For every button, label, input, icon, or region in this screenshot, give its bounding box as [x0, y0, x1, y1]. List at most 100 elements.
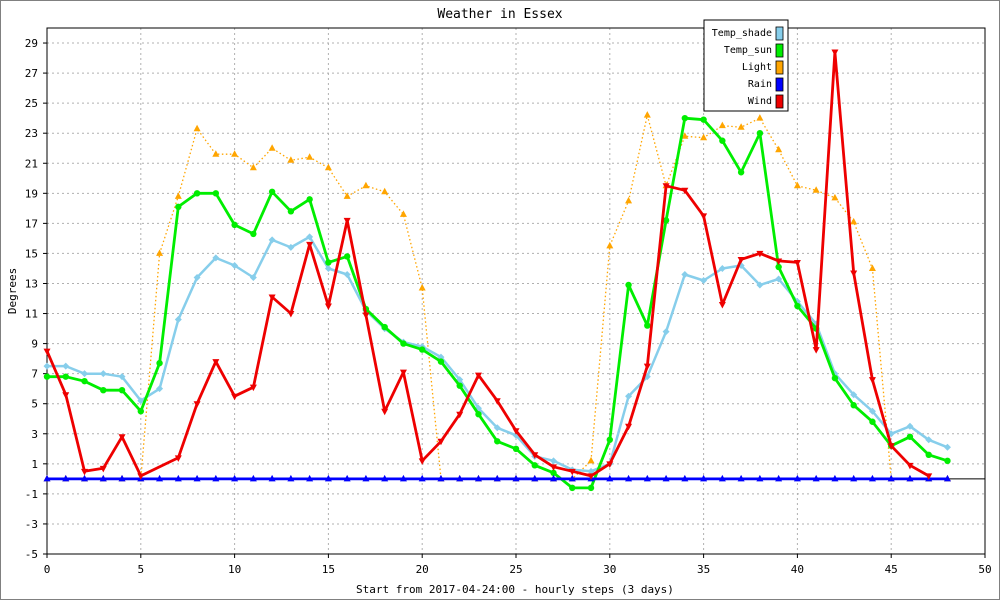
temp-shade-point	[212, 254, 220, 262]
temp-shade-point	[343, 270, 351, 278]
rain-point	[193, 474, 201, 482]
x-tick-label: 0	[44, 563, 51, 576]
series-temp-shade	[43, 233, 951, 475]
rain-point	[99, 474, 107, 482]
rain-point	[512, 474, 520, 482]
rain-point	[606, 474, 614, 482]
wind-point	[81, 468, 89, 476]
temp-sun-point	[906, 433, 914, 440]
light-point	[174, 192, 182, 199]
light-point	[737, 123, 745, 130]
legend-swatch-wind	[775, 94, 784, 109]
temp-sun-point	[587, 484, 595, 492]
temp-shade-point	[850, 391, 858, 399]
temp-sun-point	[925, 451, 932, 459]
temp-sun-point	[400, 340, 407, 347]
rain-point	[268, 474, 276, 482]
temp-shade-point	[268, 236, 276, 244]
temp-sun-point	[231, 221, 238, 229]
rain-point	[62, 474, 70, 482]
temp-shade-point	[231, 261, 239, 269]
series-lines	[43, 49, 951, 492]
light-point	[399, 210, 407, 217]
rain-point	[381, 474, 389, 482]
temp-sun-point	[944, 457, 951, 465]
rain-point	[868, 474, 876, 482]
rain-point	[831, 474, 839, 482]
rain-point	[850, 474, 858, 482]
chart-title: Weather in Essex	[437, 7, 562, 22]
light-point	[193, 124, 201, 132]
temp-sun-point	[850, 402, 857, 409]
legend-swatch-light	[775, 60, 784, 75]
temp-sun-point	[662, 217, 670, 224]
rain-point	[399, 474, 407, 482]
temp-sun-point	[306, 196, 313, 203]
wind-point	[174, 455, 182, 462]
y-tick-label: 23	[25, 127, 38, 140]
wind-point	[418, 458, 426, 465]
wind-point	[137, 473, 145, 480]
rain-point	[418, 474, 426, 482]
x-tick-label: 20	[416, 563, 429, 576]
wind-point	[306, 241, 314, 249]
light-point	[268, 144, 276, 151]
temp-sun-point	[62, 373, 69, 380]
x-axis-label: Start from 2017-04-24:00 - hourly steps …	[356, 583, 674, 596]
temp-shade-point	[625, 392, 633, 400]
y-tick-label: 3	[31, 428, 38, 441]
temp-shade-point	[868, 407, 876, 415]
y-tick-label: 9	[31, 338, 38, 351]
light-point	[850, 217, 858, 225]
legend-label-temp-shade: Temp_shade	[712, 28, 772, 39]
temp-sun-point	[794, 302, 801, 310]
wind-point	[381, 408, 389, 416]
x-tick-label: 10	[228, 563, 241, 576]
temp-sun-point	[268, 188, 276, 196]
temp-shade-point	[906, 422, 914, 430]
wind-point	[493, 398, 501, 405]
wind-point	[118, 434, 126, 441]
y-tick-label: 25	[25, 97, 38, 110]
temp-shade-point	[81, 370, 89, 378]
light-point	[868, 264, 876, 271]
y-tick-label: 29	[25, 37, 38, 50]
temp-sun-point	[625, 281, 632, 289]
wind-point	[437, 438, 445, 446]
x-tick-label: 45	[885, 563, 898, 576]
light-point	[306, 153, 314, 160]
temp-shade-point	[550, 457, 558, 465]
temp-shade-point	[43, 362, 51, 370]
temp-shade-point	[118, 373, 126, 381]
wind-point	[625, 423, 633, 431]
rain-point	[718, 474, 726, 482]
temp-shade-point	[156, 385, 164, 393]
light-point	[700, 133, 708, 141]
temp-shade-point	[493, 424, 501, 432]
wind-point	[868, 377, 876, 384]
wind-point	[793, 259, 801, 267]
wind-point	[193, 401, 201, 408]
rain-point	[249, 474, 257, 482]
temp-sun-point	[81, 377, 88, 385]
rain-point	[231, 474, 239, 482]
light-point	[756, 114, 764, 121]
temp-shade-point	[62, 362, 70, 370]
wind-point	[587, 473, 595, 480]
wind-point	[362, 312, 370, 320]
temp-sun-point	[212, 190, 220, 197]
temp-sun-point	[531, 462, 538, 469]
temp-sun-point	[175, 203, 182, 211]
temp-shade-point	[718, 264, 726, 272]
rain-point	[793, 474, 801, 482]
temp-shade-point	[756, 281, 764, 289]
legend-label-temp-sun: Temp_sun	[724, 45, 772, 56]
wind-point	[43, 348, 51, 356]
wind-point	[212, 359, 220, 366]
light-point	[587, 456, 595, 464]
light-point	[249, 163, 257, 171]
legend-swatch-temp-sun	[775, 43, 784, 58]
wind-point	[268, 294, 276, 302]
temp-shade-point	[925, 436, 933, 444]
temp-sun-point	[193, 190, 201, 197]
